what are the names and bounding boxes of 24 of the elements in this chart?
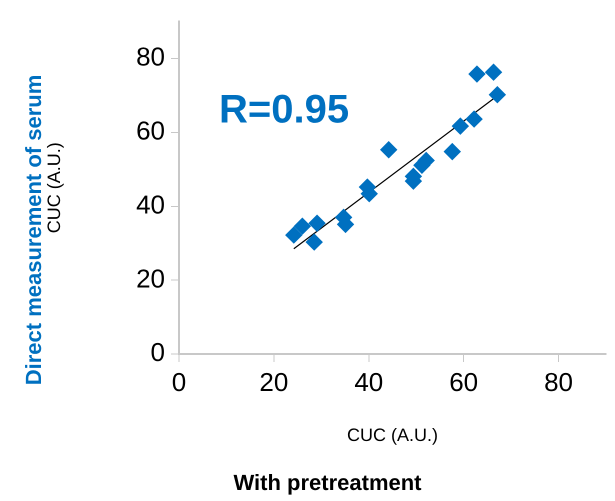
y-tick-label: 40 bbox=[136, 189, 165, 220]
point bbox=[488, 86, 506, 104]
point bbox=[452, 118, 469, 135]
y-tick-label: 0 bbox=[150, 337, 165, 368]
point bbox=[306, 234, 323, 251]
x-tick-label: 0 bbox=[172, 366, 186, 397]
point bbox=[308, 214, 326, 232]
point bbox=[444, 143, 461, 160]
y-tick-label: 60 bbox=[136, 116, 165, 146]
x-tick-label: 60 bbox=[449, 366, 478, 397]
point bbox=[466, 110, 483, 128]
point bbox=[294, 218, 311, 235]
x-tick-label: 20 bbox=[259, 366, 288, 397]
x-tick-label: 40 bbox=[354, 366, 384, 397]
point bbox=[485, 64, 502, 81]
annotation: R=0.95 bbox=[219, 88, 350, 132]
y-tick-label: 80 bbox=[136, 42, 165, 72]
x-tick-label: 80 bbox=[544, 366, 574, 397]
point bbox=[285, 226, 302, 244]
y-tick-label: 20 bbox=[136, 263, 165, 294]
x-axis-title: CUC (A.U.) bbox=[347, 425, 438, 446]
point bbox=[380, 141, 398, 158]
point bbox=[468, 66, 486, 83]
text: With pretreatment bbox=[232, 470, 423, 496]
